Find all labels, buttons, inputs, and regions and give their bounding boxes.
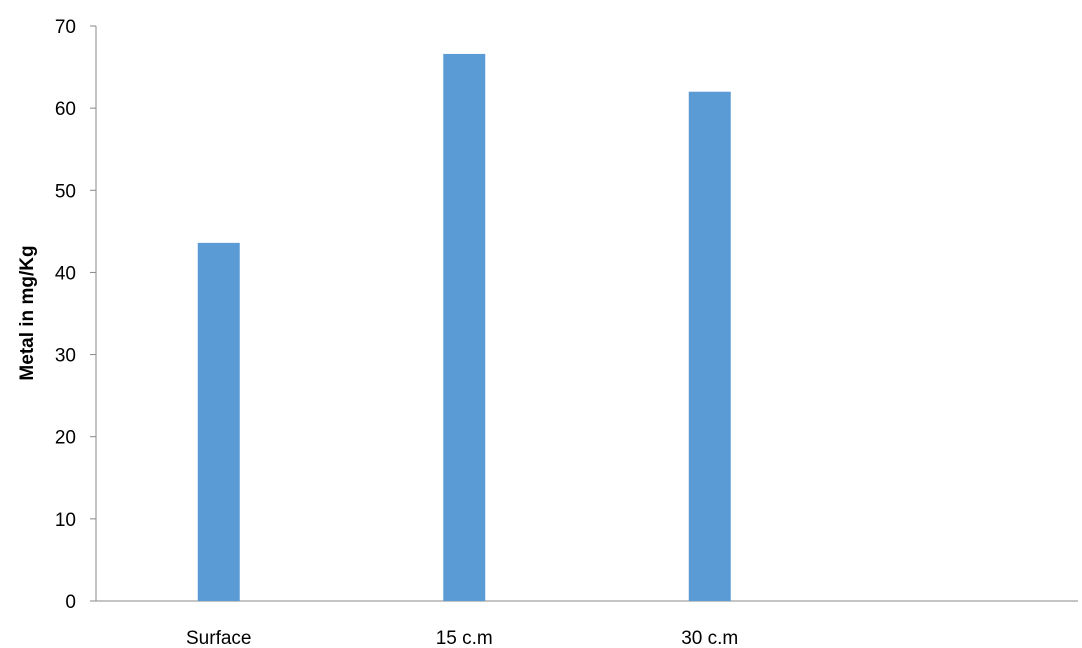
y-tick-label: 0 bbox=[65, 592, 76, 613]
y-tick-label: 20 bbox=[55, 428, 76, 449]
y-tick-label: 40 bbox=[55, 263, 76, 284]
bars bbox=[197, 53, 731, 601]
bar bbox=[688, 91, 731, 601]
y-tick-label: 50 bbox=[55, 181, 76, 202]
y-tick-label: 30 bbox=[55, 346, 76, 367]
y-tick-label: 60 bbox=[55, 99, 76, 120]
x-tick-label: 30 c.m bbox=[681, 628, 738, 648]
bar bbox=[443, 53, 486, 601]
x-tick-label: 15 c.m bbox=[436, 628, 493, 648]
y-tick-label: 10 bbox=[55, 510, 76, 531]
y-tick-label: 70 bbox=[55, 17, 76, 38]
x-tick-label: Surface bbox=[186, 628, 251, 648]
bar bbox=[197, 242, 240, 601]
x-axis: Surface 15 c.m 30 c.m bbox=[96, 600, 1078, 648]
y-axis: 0 10 20 30 40 50 60 70 bbox=[55, 17, 97, 613]
y-axis-label: Metal in mg/Kg bbox=[17, 245, 38, 380]
